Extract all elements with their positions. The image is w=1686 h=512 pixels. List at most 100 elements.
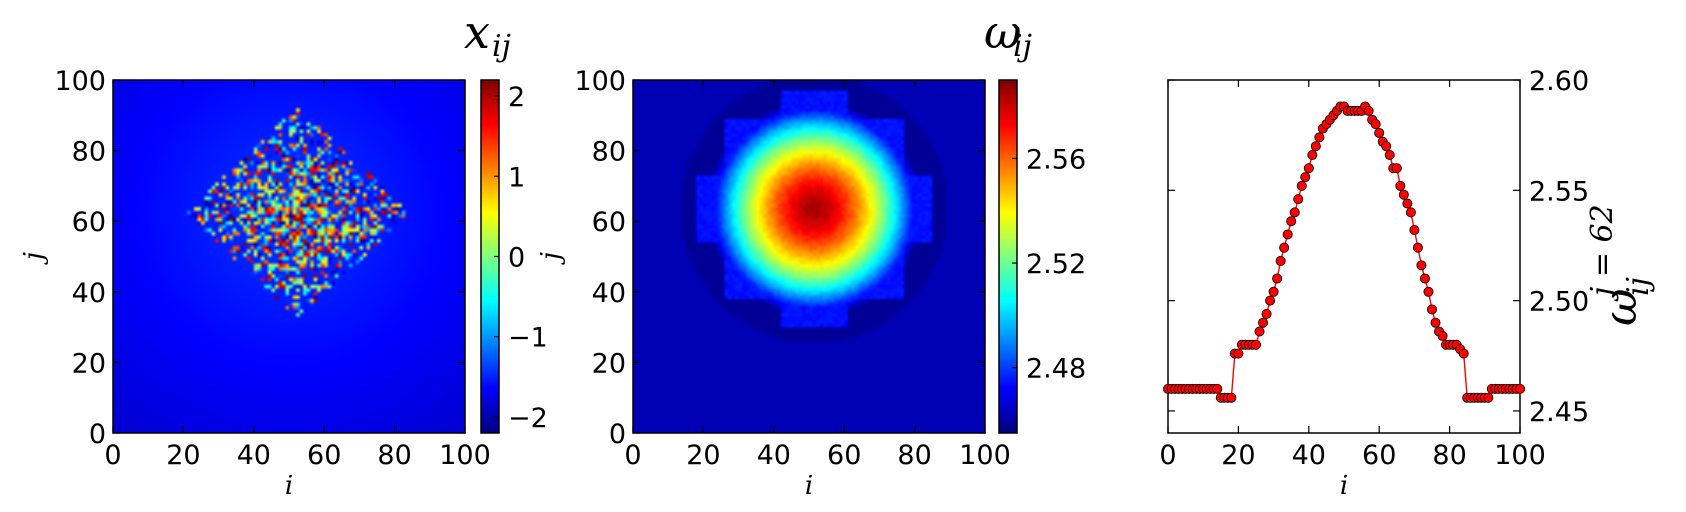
omega-profile-point [1427,304,1438,315]
panel1-xlabel: i [285,471,293,501]
colorbar2-tick-label: 2.48 [1026,354,1086,385]
panel1-xtick-label: 100 [439,440,491,471]
panel2-xtick-label: 40 [757,440,791,471]
panel1-ytick-label: 100 [54,66,106,97]
omega-profile-point [1296,180,1307,191]
panel3-xlabel: i [1340,471,1348,501]
omega-profile-point [1265,295,1276,306]
panel1-xtick-label: 60 [307,440,341,471]
panel1-frame [112,79,466,434]
panel3-frame [1167,79,1521,434]
panel2-xtick-label: 80 [897,440,931,471]
panel2-title: ω [984,5,1022,59]
panel3-ytick-label: 2.45 [1529,397,1589,428]
panel3-xtick-label: 20 [1221,440,1255,471]
omega-profile-point [1303,163,1314,174]
panel2-ytick-label: 100 [574,66,626,97]
panel1-ytick-label: 0 [89,419,106,450]
panel3-ylabel-sup: j = 62 [1585,204,1620,302]
panel1-ytick-label: 80 [72,137,106,168]
panel2-xtick-label: 20 [686,440,720,471]
x-heatmap-image [113,80,465,433]
omega-profile-point [1310,141,1321,152]
omega-profile-point [1314,132,1325,143]
omega-profile-point [1409,225,1420,236]
panel3-xtick-label: 60 [1362,440,1396,471]
omega-profile-point [1416,260,1427,271]
panel2-title-sub: ij [1013,29,1032,64]
omega-profile-point [1515,383,1526,394]
panel2-ytick-label: 40 [592,278,626,309]
omega-profile-point [1254,326,1265,337]
omega-profile-point [1370,119,1381,130]
omega-profile-point [1268,286,1279,297]
panel2-xtick-label: 0 [624,440,641,471]
omega-profile-point [1300,172,1311,183]
panel2-xlabel: i [805,471,813,501]
panel1-xtick-label: 20 [166,440,200,471]
panel2-ytick-label: 20 [592,348,626,379]
omega-profile-point [1398,189,1409,200]
panel-omega-profile: 0 20 40 60 80 100 2.45 2.50 2.55 2.60 i ω ij j = … [1159,66,1656,501]
omega-profile-point [1458,348,1469,359]
omega-profile-point [1423,286,1434,297]
omega-profile-point [1279,242,1290,253]
omega-profile-point [1282,229,1293,240]
panel2-ytick-label: 0 [609,419,626,450]
panel3-ylabel-group: ω ij j = 62 [1585,204,1656,326]
omega-profile-point [1258,317,1269,328]
panel2-frame [632,79,986,434]
omega-profile-point [1402,198,1413,209]
panel-x-heatmap: x ij 0 20 40 60 80 100 0 20 40 60 80 100 i j 2 1 0 −1 −… [19,5,548,501]
omega-profile-series [1163,101,1526,403]
panel2-ytick-label: 60 [592,207,626,238]
panel1-ytick-label: 20 [72,348,106,379]
colorbar1-ticks: 2 1 0 −1 −2 [494,82,548,434]
panel3-xtick-label: 80 [1432,440,1466,471]
panel1-xtick-label: 0 [104,440,121,471]
omega-profile-point [1395,180,1406,191]
colorbar1-tick-label: 0 [508,243,525,274]
omega-profile-point [1307,150,1318,161]
panel3-ytick-label: 2.50 [1529,287,1589,318]
panel2-xtick-label: 100 [959,440,1011,471]
omega-profile-point [1419,273,1430,284]
x-colorbar-image [481,80,499,433]
omega-profile-point [1437,330,1448,341]
panel1-xtick-label: 40 [237,440,271,471]
panel3-xtick-label: 0 [1159,440,1176,471]
omega-profile-point [1374,127,1385,138]
panel2-xtick-label: 60 [827,440,861,471]
panel1-xtick-label: 80 [377,440,411,471]
omega-profile-point [1233,348,1244,359]
omega-profile-point [1261,308,1272,319]
panel1-axes: 0 20 40 60 80 100 0 20 40 60 80 100 [54,66,490,471]
panel3-axes: 0 20 40 60 80 100 2.45 2.50 2.55 2.60 [1159,66,1589,471]
panel2-ylabel: j [536,252,566,265]
omega-profile-point [1483,392,1494,403]
panel3-xtick-label: 100 [1494,440,1546,471]
colorbar2-ticks: 2.56 2.52 2.48 [1012,144,1086,385]
colorbar1-tick-label: 2 [508,82,525,113]
colorbar2-tick-label: 2.52 [1026,249,1086,280]
panel2-axes: 0 20 40 60 80 100 0 20 40 60 80 100 [574,66,1010,471]
panel3-ytick-label: 2.60 [1529,66,1589,97]
colorbar1-tick-label: −1 [508,323,548,354]
colorbar1-tick-label: 1 [508,162,525,193]
panel2-ytick-label: 80 [592,137,626,168]
panel1-ytick-label: 40 [72,278,106,309]
panel3-xtick-label: 40 [1292,440,1326,471]
omega-profile-point [1405,207,1416,218]
omega-profile-point [1286,216,1297,227]
panel1-ytick-label: 60 [72,207,106,238]
omega-profile-point [1275,255,1286,266]
omega-profile-point [1272,273,1283,284]
omega-profile-point [1289,207,1300,218]
panel1-ylabel: j [19,252,49,265]
omega-profile-point [1363,105,1374,116]
omega-profile-point [1384,150,1395,161]
omega-profile-point [1212,383,1223,394]
omega-profile-point [1412,242,1423,253]
